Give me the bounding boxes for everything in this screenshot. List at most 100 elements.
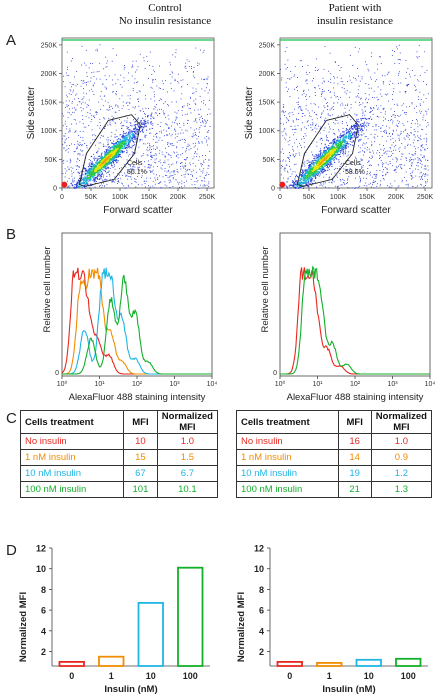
event-dot	[107, 153, 109, 155]
event-dot	[396, 158, 398, 159]
event-dot	[336, 176, 338, 178]
event-dot	[383, 169, 384, 170]
event-dot	[206, 83, 208, 85]
event-dot	[339, 150, 341, 152]
event-dot	[339, 168, 340, 169]
event-dot	[346, 169, 348, 171]
event-dot	[107, 124, 109, 126]
event-dot	[124, 136, 126, 138]
event-dot	[170, 181, 172, 183]
event-dot	[104, 156, 106, 158]
event-dot	[101, 98, 103, 100]
event-dot	[422, 147, 424, 148]
event-dot	[339, 154, 341, 155]
event-dot	[334, 172, 336, 174]
event-dot	[137, 66, 139, 68]
event-dot	[115, 155, 117, 157]
event-dot	[345, 93, 347, 95]
event-dot	[155, 112, 157, 114]
event-dot	[329, 147, 331, 149]
event-dot	[389, 80, 391, 82]
event-dot	[132, 134, 134, 136]
event-dot	[115, 153, 117, 155]
event-dot	[159, 150, 161, 152]
event-dot	[110, 135, 112, 137]
event-dot	[97, 162, 99, 164]
x-tick-label: 0	[60, 194, 64, 201]
event-dot	[322, 89, 323, 90]
event-dot	[418, 99, 420, 100]
event-dot	[125, 147, 127, 149]
event-dot	[147, 146, 148, 148]
event-dot	[84, 171, 86, 173]
event-dot	[315, 131, 317, 133]
event-dot	[88, 99, 90, 101]
event-dot	[76, 161, 78, 163]
event-dot	[69, 108, 70, 110]
event-dot	[110, 161, 112, 163]
event-dot	[152, 169, 154, 171]
event-dot	[318, 85, 320, 87]
event-dot	[115, 150, 117, 152]
event-dot	[142, 153, 144, 155]
event-dot	[338, 65, 340, 66]
event-dot	[333, 140, 335, 142]
event-dot	[177, 181, 179, 183]
event-dot	[92, 164, 94, 166]
event-dot	[151, 157, 153, 158]
event-dot	[380, 148, 382, 150]
event-dot	[355, 156, 356, 158]
event-dot	[182, 153, 183, 154]
event-dot	[70, 94, 72, 96]
event-dot	[130, 138, 132, 140]
event-dot	[391, 154, 392, 156]
event-dot	[148, 164, 150, 166]
event-dot	[304, 154, 306, 156]
event-dot	[150, 118, 152, 120]
event-dot	[105, 160, 107, 162]
event-dot	[369, 151, 370, 153]
event-dot	[404, 138, 406, 140]
event-dot	[102, 167, 104, 169]
event-dot	[103, 180, 105, 182]
event-dot	[145, 122, 147, 124]
event-dot	[62, 102, 64, 104]
event-dot	[426, 113, 428, 115]
event-dot	[399, 151, 400, 152]
event-dot	[93, 157, 95, 159]
event-dot	[377, 68, 378, 70]
event-dot	[355, 158, 357, 159]
event-dot	[80, 85, 82, 87]
event-dot	[394, 170, 396, 171]
event-dot	[188, 60, 190, 62]
event-dot	[161, 187, 163, 189]
event-dot	[133, 124, 135, 126]
event-dot	[152, 124, 154, 126]
event-dot	[121, 127, 123, 129]
event-dot	[131, 168, 133, 170]
event-dot	[373, 107, 374, 109]
event-dot	[420, 135, 421, 137]
event-dot	[206, 174, 207, 176]
event-dot	[281, 187, 282, 189]
event-dot	[206, 141, 207, 143]
event-dot	[93, 115, 94, 117]
event-dot	[100, 159, 102, 161]
event-dot	[336, 175, 338, 177]
event-dot	[386, 168, 388, 170]
event-dot	[68, 178, 70, 179]
event-dot	[334, 161, 336, 163]
event-dot	[109, 160, 111, 162]
event-dot	[184, 142, 186, 143]
event-dot	[334, 119, 336, 121]
event-dot	[94, 166, 96, 168]
event-dot	[151, 74, 153, 75]
event-dot	[203, 102, 204, 104]
event-dot	[131, 168, 132, 170]
x-tick-label: 50K	[85, 194, 98, 201]
event-dot	[368, 118, 370, 120]
event-dot	[67, 180, 68, 182]
patient-title-line2: insulin resistance	[316, 15, 394, 27]
event-dot	[122, 141, 124, 143]
event-dot	[94, 180, 96, 182]
